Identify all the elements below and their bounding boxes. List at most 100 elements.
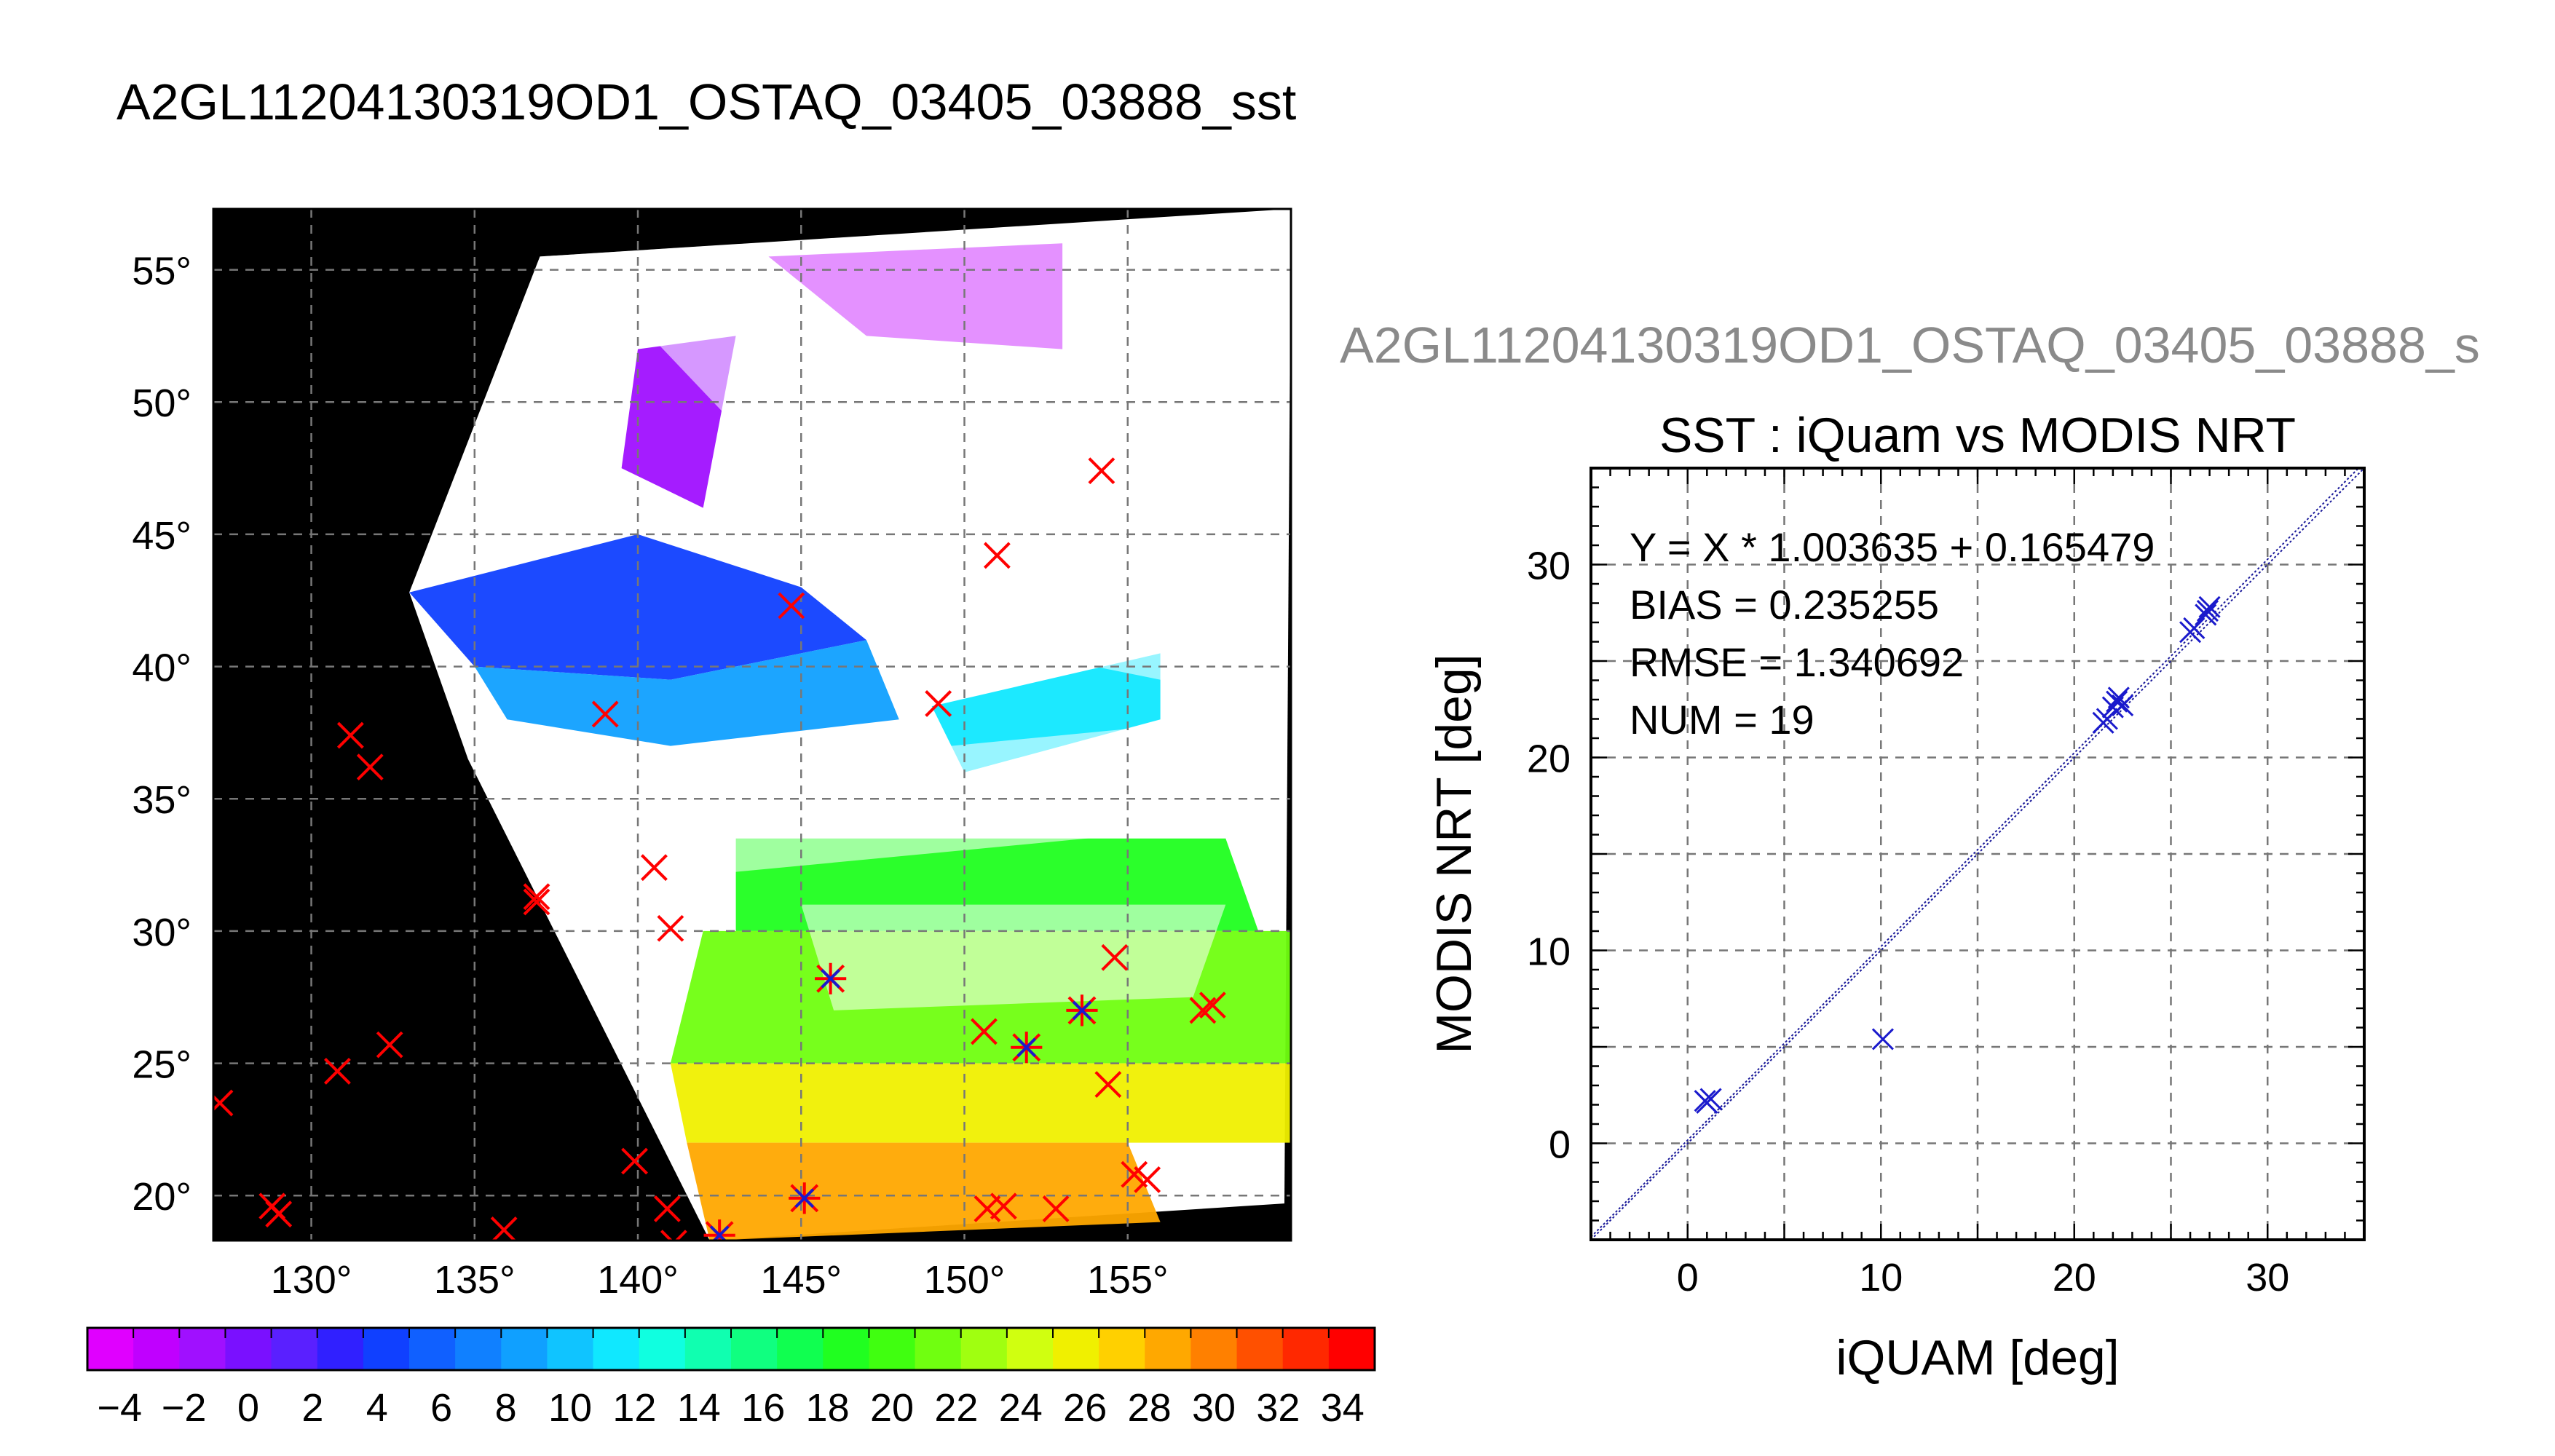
scatter-point [2106, 690, 2128, 713]
sst-region-2 [409, 534, 866, 680]
colorbar-tick-label: −2 [162, 1386, 207, 1430]
map-lat-tick-label: 40° [132, 646, 191, 690]
colorbar-swatch [823, 1328, 870, 1370]
map-frame [212, 207, 1292, 1242]
colorbar-swatch [455, 1328, 502, 1370]
scatter-point [2112, 694, 2134, 717]
matchup-marker-stroke-b [653, 1195, 681, 1222]
cloud-region-2 [540, 719, 1226, 879]
matchup-marker-stroke-b [974, 1195, 1001, 1222]
matchup-marker-valid-inner-stroke-b [1072, 1000, 1092, 1021]
colorbar-tick-label: 6 [430, 1386, 452, 1430]
scatter-point-stroke-b [2195, 604, 2217, 626]
matchup-marker-valid-inner-stroke-b [821, 968, 841, 989]
matchup-marker [778, 592, 805, 620]
matchup-marker [336, 721, 364, 749]
matchup-marker [621, 1147, 648, 1175]
colorbar-tick-label: 34 [1321, 1386, 1365, 1430]
matchup-marker [324, 1058, 351, 1085]
scatter-point-stroke-b [2101, 696, 2124, 719]
scatter-point-stroke-b [2198, 596, 2221, 618]
matchup-marker [990, 1192, 1017, 1220]
matchup-marker-valid-inner-stroke-b [794, 1188, 815, 1208]
matchup-marker-stroke-b [491, 1216, 518, 1241]
scatter-y-tick-label: 20 [1527, 737, 1571, 781]
matchup-marker [660, 1230, 687, 1241]
matchup-marker-valid-inner [1016, 1037, 1037, 1058]
scatter-point [2107, 687, 2130, 709]
matchup-marker-stroke-b [1121, 1160, 1148, 1188]
colorbar-tick-label: 22 [934, 1386, 978, 1430]
scatter-point [2096, 708, 2118, 730]
scatter-point [2196, 600, 2219, 622]
figure-title: A2GL11204130319OD1_OSTAQ_03405_03888_sst [117, 74, 1296, 130]
matchup-marker-stroke-b [336, 721, 364, 749]
colorbar-swatch [1053, 1328, 1099, 1370]
map-lat-tick-label: 20° [132, 1175, 191, 1219]
colorbar-swatch [225, 1328, 272, 1370]
colorbar-swatch [960, 1328, 1008, 1370]
scatter-y-tick-label: 10 [1527, 930, 1571, 974]
colorbar-frame [86, 1326, 1376, 1372]
matchup-marker-stroke-b [265, 1200, 293, 1228]
colorbar-tick-label: 16 [741, 1386, 785, 1430]
colorbar-tick-label: 32 [1256, 1386, 1300, 1430]
scatter-x-tick-label: 0 [1677, 1256, 1699, 1299]
cloud-region-0 [540, 211, 1259, 548]
matchup-marker [974, 1195, 1001, 1222]
colorbar-swatch [133, 1328, 180, 1370]
matchup-marker [1134, 1166, 1161, 1193]
matchup-marker [376, 1031, 403, 1059]
colorbar-swatch [731, 1328, 778, 1370]
scatter-point [2198, 596, 2221, 618]
matchup-marker [523, 883, 550, 911]
matchup-marker-stroke-b [376, 1031, 403, 1059]
regression-stat-line: NUM = 19 [1630, 697, 1814, 743]
matchup-marker-stroke-b [925, 690, 952, 717]
regression-stat-line: RMSE = 1.340692 [1630, 639, 1964, 685]
matchup-marker-stroke-b [1134, 1166, 1161, 1193]
map-lat-tick-label: 55° [132, 250, 191, 293]
matchup-marker [1101, 943, 1129, 971]
matchup-marker-stroke-a [660, 1230, 674, 1241]
scatter-point-stroke-b [1699, 1088, 1722, 1110]
colorbar-swatch [363, 1328, 410, 1370]
colorbar-tick-label: 10 [548, 1386, 592, 1430]
map-content [213, 209, 1291, 1241]
matchup-marker-stroke-b [641, 854, 668, 882]
colorbar-swatch [777, 1328, 824, 1370]
matchup-marker-stroke-b [1088, 457, 1115, 485]
colorbar-tick-label: 26 [1063, 1386, 1107, 1430]
map-lat-tick-label: 25° [132, 1043, 191, 1087]
matchup-marker-valid-inner [821, 968, 841, 989]
scatter-point [2101, 696, 2124, 719]
colorbar-swatch [1006, 1328, 1054, 1370]
colorbar-tick-label: 12 [612, 1386, 656, 1430]
regression-line [1591, 468, 2360, 1238]
colorbar-swatch [1328, 1328, 1375, 1370]
scatter-x-axis-label: iQUAM [deg] [1836, 1330, 2119, 1385]
matchup-marker-valid-inner-stroke-b [1016, 1037, 1037, 1058]
colorbar-swatch [869, 1328, 916, 1370]
matchup-marker [1042, 1195, 1070, 1222]
scatter-point-stroke-b [2106, 690, 2128, 713]
matchup-marker-stroke-b [621, 1147, 648, 1175]
matchup-marker [653, 1195, 681, 1222]
colorbar-tick-label: 20 [870, 1386, 914, 1430]
map-lon-tick-label: 135° [434, 1258, 516, 1302]
colorbar-tick-label: 18 [806, 1386, 850, 1430]
matchup-marker [641, 854, 668, 882]
colorbar-swatch [547, 1328, 594, 1370]
colorbar-swatch [409, 1328, 456, 1370]
colorbar-tick-label: 28 [1128, 1386, 1172, 1430]
scatter-plot: 0 10 20 30 0 10 20 30 SST : iQuam vs MODIS NRT iQ… [1426, 408, 2366, 1385]
matchup-marker-stroke-b [674, 1230, 687, 1241]
colorbar-tick-label: 2 [301, 1386, 323, 1430]
matchup-marker-stroke-b [356, 753, 384, 781]
colorbar-swatch [593, 1328, 640, 1370]
matchup-marker-stroke-b [657, 914, 684, 942]
map-lat-tick-label: 45° [132, 514, 191, 558]
colorbar-tick-label: 14 [677, 1386, 721, 1430]
sst-region-7 [670, 1063, 1291, 1143]
